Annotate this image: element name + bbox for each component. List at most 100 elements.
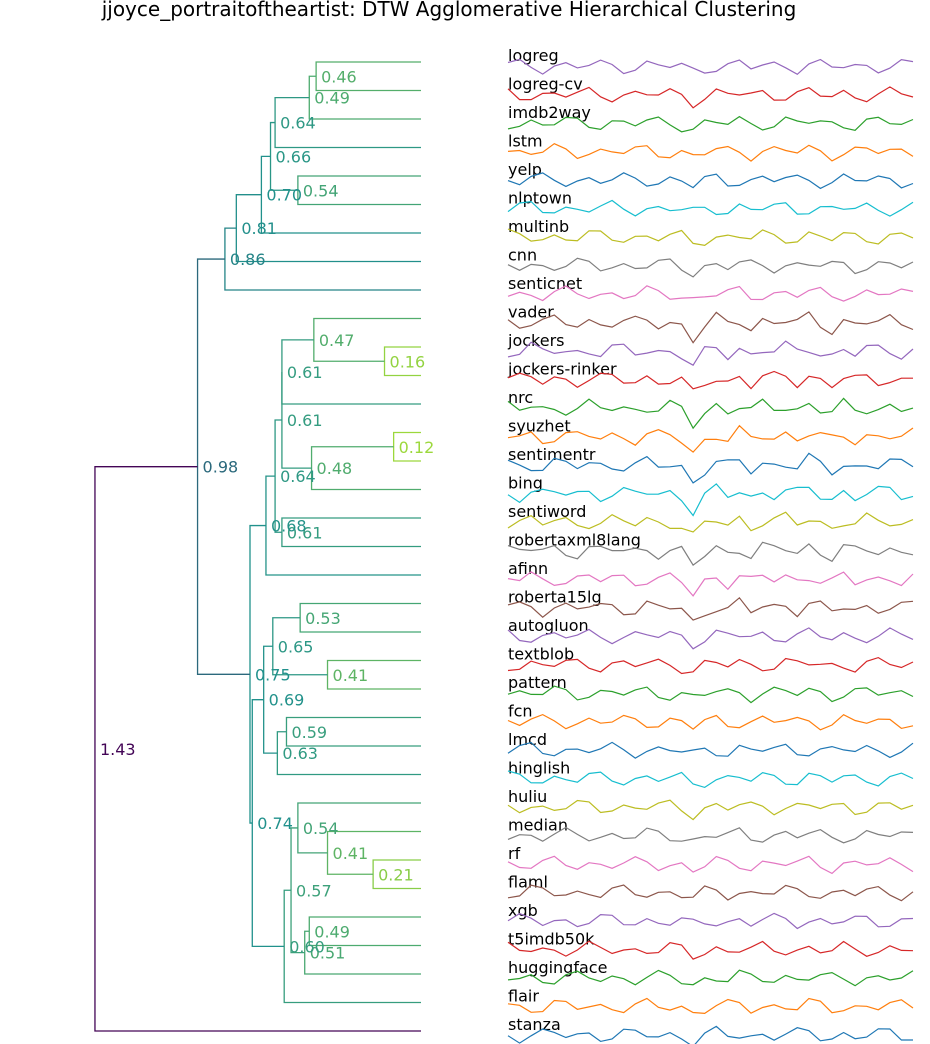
merge-height-label: 0.86 (230, 250, 266, 269)
sparkline (507, 741, 914, 759)
sparkline (507, 370, 913, 390)
leaf-label: logreg (508, 46, 559, 65)
sparkline (507, 1025, 913, 1044)
sparkline (507, 997, 914, 1015)
leaf-label: rf (508, 844, 521, 863)
sparkline (507, 511, 914, 533)
leaf-label: jockers-rinker (507, 360, 617, 379)
cluster-merge: 0.49 (308, 916, 421, 947)
sparkline (507, 257, 914, 278)
merge-link (94, 466, 421, 1032)
leaf-label: jockers (507, 331, 564, 350)
sparkline (507, 452, 914, 484)
leaf-label: flair (508, 987, 539, 1006)
sparkline (507, 770, 914, 789)
leaf-label: lstm (508, 132, 543, 151)
cluster-merge: 0.70 (260, 155, 421, 234)
cluster-merge: 0.41 (326, 659, 421, 690)
merge-height-label: 0.74 (257, 814, 293, 833)
cluster-merge: 0.61 (281, 371, 323, 469)
sparkline (507, 86, 914, 109)
merge-height-label: 0.66 (276, 147, 312, 166)
cluster-merge: 0.75 (249, 524, 291, 824)
merge-height-label: 0.46 (321, 67, 357, 86)
leaf-label: fcn (508, 702, 533, 721)
merge-height-label: 0.47 (319, 331, 355, 350)
cluster-merge: 0.53 (299, 602, 421, 633)
leaf-label: hinglish (508, 759, 570, 778)
leaf-label: sentimentr (508, 445, 596, 464)
sparkline (507, 656, 914, 675)
merge-height-label: 0.51 (310, 944, 346, 963)
leaf-label: autogluon (508, 616, 589, 635)
sparkline (507, 143, 914, 162)
leaf-label: logreg-cv (508, 75, 583, 94)
merge-height-label: 0.57 (296, 881, 332, 900)
sparkline (507, 826, 914, 844)
leaf-label: t5imdb50k (508, 930, 595, 949)
sparkline (507, 311, 914, 344)
sparkline (507, 541, 914, 566)
sparkline (507, 799, 914, 821)
merge-height-label: 0.65 (278, 637, 314, 656)
cluster-merge: 1.43 (94, 466, 421, 1032)
leaf-label: vader (508, 303, 554, 322)
merge-height-label: 0.68 (271, 517, 307, 536)
sparkline (507, 713, 914, 731)
merge-height-label: 0.69 (269, 691, 305, 710)
merge-height-label: 0.70 (266, 186, 302, 205)
merge-height-label: 0.81 (241, 219, 277, 238)
merge-height-label: 0.98 (203, 458, 239, 477)
dendrogram-tree: 0.46 0.49 0.64 0.54 0.66 0.70 0.81 0.86 0.16 0.47… (94, 61, 435, 1032)
merge-height-label: 0.64 (280, 114, 316, 133)
leaf-label: afinn (508, 559, 548, 578)
sparkline (507, 685, 914, 704)
merge-height-label: 0.48 (317, 459, 353, 478)
leaf-label: syuzhet (508, 417, 571, 436)
sparkline (507, 855, 914, 875)
sparkline (507, 969, 914, 987)
leaf-label: bing (508, 474, 543, 493)
cluster-merge: 0.12 (392, 431, 435, 462)
sparkline (507, 115, 914, 133)
merge-height-label: 0.54 (303, 819, 339, 838)
merge-height-label: 0.49 (314, 922, 350, 941)
sparklines (507, 58, 914, 1044)
cluster-merge: 0.60 (283, 889, 421, 1004)
merge-height-label: 1.43 (100, 740, 136, 759)
merge-height-label: 0.54 (303, 181, 339, 200)
merge-height-label: 0.21 (378, 865, 414, 884)
merge-height-label: 0.61 (287, 411, 323, 430)
leaf-label: pattern (508, 673, 567, 692)
sparkline (507, 397, 914, 430)
leaf-label: senticnet (508, 274, 582, 293)
merge-height-label: 0.64 (280, 467, 316, 486)
leaf-label: multinb (508, 217, 569, 236)
merge-height-label: 0.53 (305, 609, 341, 628)
leaf-label: nrc (508, 388, 533, 407)
sparkline (507, 627, 914, 650)
sparkline (507, 228, 914, 247)
chart-title: jjoyce_portraitoftheartist: DTW Agglomer… (101, 0, 797, 21)
leaf-label: huliu (508, 787, 547, 806)
cluster-merge: 0.54 (297, 175, 421, 206)
sparkline (507, 199, 914, 217)
merge-height-label: 0.16 (390, 352, 426, 371)
merge-height-label: 0.41 (333, 844, 369, 863)
cluster-merge: 0.66 (269, 121, 312, 191)
leaf-label: roberta15lg (508, 588, 602, 607)
leaf-label: cnn (508, 246, 537, 265)
cluster-merge: 0.59 (285, 716, 421, 747)
sparkline (507, 172, 914, 190)
merge-height-label: 0.12 (399, 438, 435, 457)
merge-height-label: 0.59 (291, 723, 327, 742)
cluster-merge: 0.21 (372, 859, 421, 890)
sparkline (507, 884, 914, 902)
merge-height-label: 0.41 (333, 666, 369, 685)
leaf-label: median (508, 816, 568, 835)
leaf-label: sentiword (508, 502, 586, 521)
cluster-merge: 0.98 (196, 258, 250, 675)
merge-height-label: 0.61 (287, 363, 323, 382)
leaf-label: xgb (508, 901, 538, 920)
